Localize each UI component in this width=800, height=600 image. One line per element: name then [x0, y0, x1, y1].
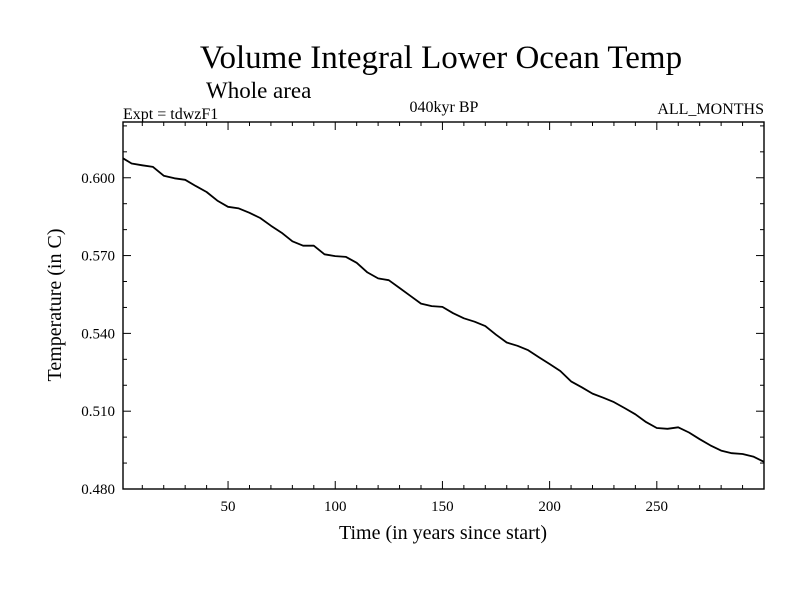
chart-title: Volume Integral Lower Ocean Temp [200, 40, 682, 76]
x-tick-label: 50 [221, 499, 236, 515]
x-tick-labels: 50 100 150 200 250 [221, 499, 669, 515]
y-axis-label: Temperature (in C) [44, 229, 66, 382]
axis-ticks [123, 122, 764, 490]
x-axis-label: Time (in years since start) [339, 522, 547, 544]
x-tick-label: 250 [646, 499, 669, 515]
chart-subtitle: Whole area [206, 78, 311, 103]
period-label: 040kyr BP [410, 99, 479, 116]
x-tick-label: 150 [431, 499, 454, 515]
temperature-series-line [122, 157, 765, 463]
y-tick-label: 0.570 [81, 249, 115, 265]
y-tick-label: 0.600 [81, 171, 115, 187]
experiment-label: Expt = tdwzF1 [123, 106, 218, 123]
months-label: ALL_MONTHS [657, 101, 764, 118]
x-tick-label: 100 [324, 499, 347, 515]
x-tick-label: 200 [538, 499, 561, 515]
y-tick-label: 0.480 [81, 482, 115, 498]
y-tick-labels: 0.480 0.510 0.540 0.570 0.600 [81, 171, 115, 498]
y-tick-label: 0.510 [81, 404, 115, 420]
y-tick-label: 0.540 [81, 326, 115, 342]
plot-frame [122, 121, 765, 490]
